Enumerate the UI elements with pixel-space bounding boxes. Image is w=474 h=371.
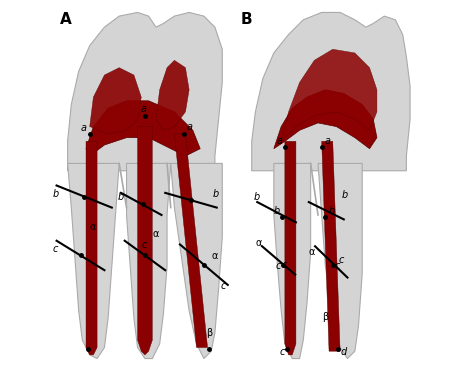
Polygon shape [68, 13, 222, 171]
Text: b: b [118, 192, 124, 202]
Text: b: b [274, 206, 280, 216]
Text: b: b [328, 206, 335, 216]
Polygon shape [137, 127, 152, 355]
Polygon shape [174, 134, 208, 348]
Text: a: a [81, 124, 87, 133]
Text: c: c [275, 262, 281, 272]
Polygon shape [252, 13, 410, 171]
Text: α: α [255, 238, 262, 248]
Polygon shape [127, 163, 171, 358]
Text: d: d [341, 347, 347, 357]
Polygon shape [156, 60, 189, 130]
Polygon shape [90, 68, 141, 134]
Polygon shape [274, 163, 310, 358]
Text: b: b [213, 188, 219, 198]
Text: c: c [335, 262, 340, 272]
Polygon shape [285, 141, 296, 355]
Polygon shape [171, 163, 222, 358]
Text: b: b [254, 192, 260, 202]
Text: c: c [338, 255, 344, 265]
Text: b: b [53, 188, 59, 198]
Text: A: A [60, 13, 72, 27]
Text: a: a [325, 136, 331, 146]
Text: c: c [141, 240, 146, 250]
Text: a: a [277, 136, 283, 146]
Text: c: c [279, 347, 285, 357]
Polygon shape [86, 101, 200, 156]
Polygon shape [86, 141, 97, 355]
Text: c: c [281, 260, 287, 270]
Text: β: β [206, 328, 212, 338]
Polygon shape [274, 90, 377, 149]
Text: a: a [187, 122, 192, 132]
Text: B: B [241, 13, 252, 27]
Text: c: c [53, 244, 58, 254]
Text: β: β [322, 312, 328, 322]
Text: α: α [90, 222, 96, 232]
Polygon shape [318, 163, 362, 358]
Text: b: b [342, 190, 348, 200]
Polygon shape [281, 49, 377, 141]
Polygon shape [68, 163, 119, 358]
Text: α: α [152, 229, 159, 239]
Text: α: α [211, 251, 218, 261]
Text: α: α [309, 247, 315, 257]
Text: c: c [220, 280, 226, 290]
Polygon shape [322, 141, 340, 351]
Text: a: a [140, 104, 146, 114]
